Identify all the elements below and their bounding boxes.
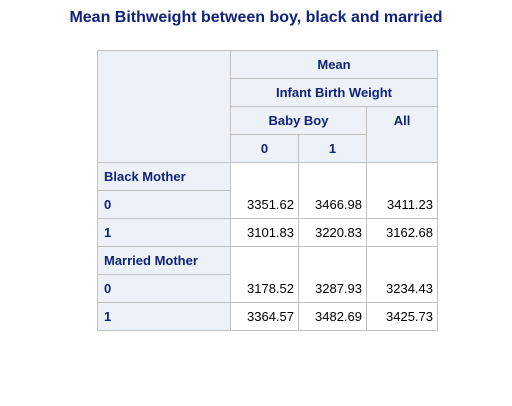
table-cell: 3234.43 xyxy=(366,246,438,303)
report-title: Mean Bithweight between boy, black and m… xyxy=(69,9,443,26)
table-cell: 3364.57 xyxy=(230,302,299,331)
table-cell: 3220.83 xyxy=(298,218,367,247)
table-cell: 3178.52 xyxy=(230,246,299,303)
group-label: Married Mother xyxy=(97,246,231,275)
table-cell: 3425.73 xyxy=(366,302,438,331)
table-cell: 3411.23 xyxy=(366,162,438,219)
table-cell: 3162.68 xyxy=(366,218,438,247)
header-variable: Infant Birth Weight xyxy=(230,78,438,107)
group-row: Black Mother 3351.62 3466.98 3411.23 xyxy=(97,162,438,219)
table-row: 1 3364.57 3482.69 3425.73 xyxy=(97,302,438,331)
table-cell: 3482.69 xyxy=(298,302,367,331)
table-row: 1 3101.83 3220.83 3162.68 xyxy=(97,218,438,247)
table-row: 0 xyxy=(97,274,438,303)
report-table: Mean Infant Birth Weight Baby Boy All 0 … xyxy=(97,50,438,331)
table-cell: 3466.98 xyxy=(298,162,367,219)
row-label: 1 xyxy=(97,218,231,247)
table-cell: 3287.93 xyxy=(298,246,367,303)
header-level-1: 1 xyxy=(298,134,367,163)
table-corner-cell xyxy=(97,50,231,163)
group-label: Black Mother xyxy=(97,162,231,191)
table-row: 0 xyxy=(97,190,438,219)
group-row: Married Mother 3178.52 3287.93 3234.43 xyxy=(97,246,438,303)
header-group: Baby Boy xyxy=(230,106,367,135)
row-label: 1 xyxy=(97,302,231,331)
row-label: 0 xyxy=(97,274,231,303)
table-cell: 3101.83 xyxy=(230,218,299,247)
header-statistic: Mean xyxy=(230,50,438,79)
row-label: 0 xyxy=(97,190,231,219)
header-all: All xyxy=(366,106,438,163)
header-level-0: 0 xyxy=(230,134,299,163)
table-cell: 3351.62 xyxy=(230,162,299,219)
